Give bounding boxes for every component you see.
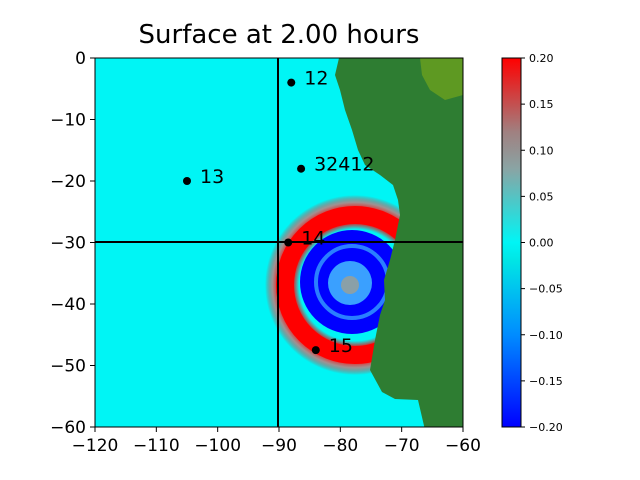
chart-title: Surface at 2.00 hours bbox=[138, 20, 420, 50]
colorbar-tick-label: 0.00 bbox=[529, 237, 554, 250]
colorbar-tick-label: −0.20 bbox=[529, 421, 563, 434]
colorbar bbox=[501, 57, 522, 428]
colorbar-tick-label: 0.20 bbox=[529, 52, 554, 65]
colorbar-tick-label: 0.05 bbox=[529, 190, 554, 203]
gauge-point bbox=[287, 78, 296, 87]
x-tick-label: −60 bbox=[445, 436, 481, 456]
gauge-label: 15 bbox=[329, 335, 353, 357]
x-tick-label: −70 bbox=[384, 436, 420, 456]
x-axis: −120 −110 −100 −90 −80 −70 −60 bbox=[72, 427, 481, 456]
y-tick-label: −40 bbox=[50, 295, 86, 315]
wave-center-core bbox=[341, 276, 359, 294]
colorbar-tick-label: 0.15 bbox=[529, 98, 554, 111]
y-tick-label: −50 bbox=[50, 357, 86, 377]
gauge-point bbox=[297, 164, 306, 173]
gauge-point bbox=[311, 346, 320, 355]
gauge-label: 12 bbox=[304, 68, 328, 90]
y-tick-label: −10 bbox=[50, 111, 86, 131]
colorbar-tick-label: −0.05 bbox=[529, 283, 563, 296]
y-tick-label: −60 bbox=[50, 418, 86, 438]
x-tick-label: −90 bbox=[261, 436, 297, 456]
x-tick-label: −120 bbox=[72, 436, 119, 456]
land-highlands bbox=[420, 58, 463, 100]
x-tick-label: −100 bbox=[194, 436, 241, 456]
gauge-point bbox=[183, 177, 191, 185]
gauge-label: 13 bbox=[200, 166, 224, 188]
gauge-markers: 12 32412 13 14 15 bbox=[183, 68, 375, 357]
x-tick-label: −110 bbox=[133, 436, 180, 456]
x-tick-label: −80 bbox=[322, 436, 358, 456]
y-tick-label: −20 bbox=[50, 172, 86, 192]
y-axis: 0 −10 −20 −30 −40 −50 −60 bbox=[50, 49, 95, 438]
gauge-label: 32412 bbox=[314, 154, 374, 176]
colorbar-axis: 0.20 0.15 0.10 0.05 0.00 −0.05 −0.10 −0.15 −0.20 bbox=[521, 52, 563, 434]
y-tick-label: 0 bbox=[75, 49, 86, 69]
gauge-label: 14 bbox=[301, 228, 325, 250]
colorbar-tick-label: 0.10 bbox=[529, 144, 554, 157]
y-tick-label: −30 bbox=[50, 234, 86, 254]
colorbar-tick-label: −0.15 bbox=[529, 375, 563, 388]
colorbar-tick-label: −0.10 bbox=[529, 329, 563, 342]
